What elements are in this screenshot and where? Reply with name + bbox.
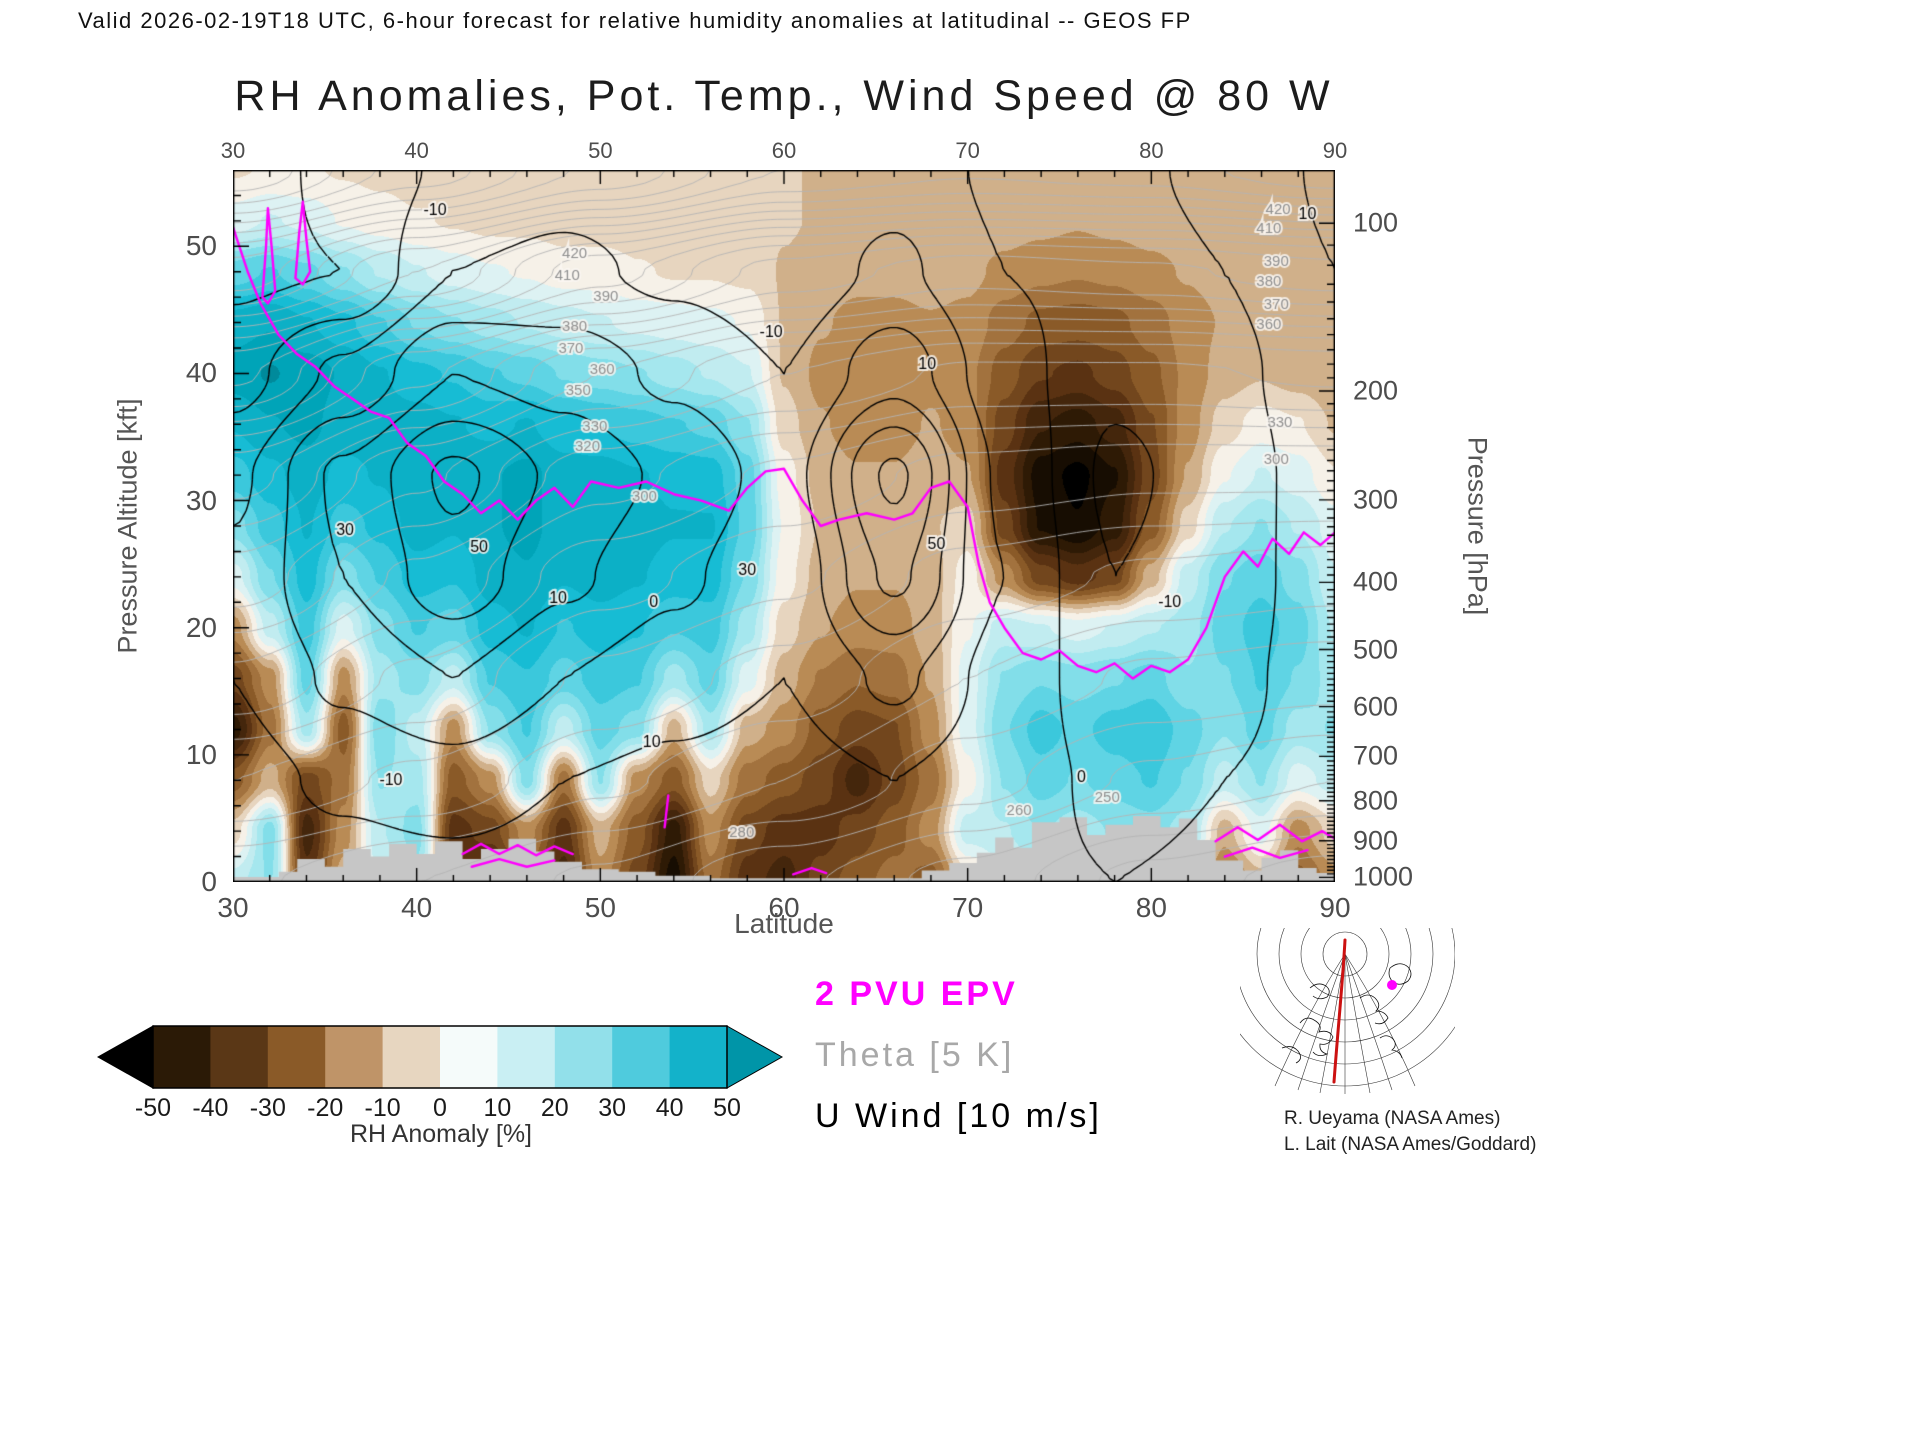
colorbar-frame — [152, 1025, 728, 1089]
top-axis-tick-label: 30 — [220, 138, 246, 163]
x-axis-tick-label: 60 — [768, 892, 800, 923]
line-legend: 2 PVU EPV Theta [5 K] U Wind [10 m/s] — [815, 975, 1102, 1158]
credit-line-2: L. Lait (NASA Ames/Goddard) — [1284, 1134, 1537, 1155]
colorbar-segment — [669, 1026, 728, 1088]
cross-section-plot-canvas — [233, 170, 1335, 882]
y-left-tick-label: 20 — [185, 611, 217, 643]
y-right-tick-label: 700 — [1353, 740, 1399, 771]
colorbar-tick-label: -50 — [134, 1094, 172, 1122]
legend-epv-label: 2 PVU EPV — [815, 975, 1018, 1013]
top-axis-tick-label: 50 — [588, 138, 613, 163]
colorbar-right-arrow — [726, 1025, 784, 1089]
x-axis-tick-label: 80 — [1135, 892, 1167, 923]
y-left-tick-label: 50 — [185, 230, 217, 262]
colorbar-segment — [210, 1026, 269, 1088]
colorbar-segment — [153, 1026, 211, 1088]
y-right-tick-label: 600 — [1353, 691, 1399, 722]
y-right-tick-label: 800 — [1353, 785, 1399, 816]
y-axis-left-title: Pressure Altitude [kft] — [112, 398, 143, 654]
y-right-tick-label: 400 — [1353, 566, 1399, 597]
legend-theta-label: Theta [5 K] — [815, 1036, 1015, 1074]
y-right-tick-label: 500 — [1353, 634, 1399, 665]
x-axis-tick-label: 70 — [952, 892, 984, 923]
inset-graticule — [1240, 928, 1455, 1094]
slice-location-line — [1332, 938, 1347, 1084]
valid-time-header: Valid 2026-02-19T18 UTC, 6-hour forecast… — [78, 8, 1192, 33]
top-axis-tick-label: 40 — [404, 138, 429, 163]
colorbar-segment — [612, 1026, 671, 1088]
colorbar-segment — [325, 1026, 384, 1088]
colorbar-segment — [382, 1026, 441, 1088]
credit-line-1: R. Ueyama (NASA Ames) — [1284, 1108, 1501, 1129]
inset-coastlines — [1281, 963, 1412, 1064]
colorbar-tick-label: -20 — [307, 1094, 344, 1122]
top-axis-tick-label: 80 — [1139, 138, 1164, 163]
y-axis-right-title: Pressure [hPa] — [1462, 436, 1493, 616]
colorbar-tick-label: 10 — [483, 1094, 512, 1122]
colorbar-tick-label: 0 — [433, 1094, 447, 1122]
y-left-tick-label: 40 — [185, 357, 217, 389]
colorbar-segment — [554, 1026, 613, 1088]
slice-point-marker — [1387, 980, 1397, 990]
y-left-tick-label: 30 — [185, 484, 217, 516]
y-right-tick-label: 100 — [1353, 207, 1399, 238]
colorbar-tick-label: 40 — [655, 1094, 684, 1122]
y-left-tick-label: 10 — [185, 738, 217, 770]
colorbar-title: RH Anomaly [%] — [349, 1120, 533, 1148]
rh-anomaly-colorbar — [96, 1025, 784, 1089]
page-title: RH Anomalies, Pot. Temp., Wind Speed @ 8… — [234, 72, 1334, 120]
colorbar-segment — [440, 1026, 498, 1088]
top-axis-tick-label: 90 — [1322, 138, 1348, 163]
x-axis-tick-label: 40 — [401, 892, 433, 923]
colorbar-tick-label: -40 — [192, 1094, 229, 1122]
x-axis-tick-label: 90 — [1319, 892, 1351, 923]
colorbar-tick-label: 20 — [540, 1094, 569, 1122]
x-axis-title: Latitude — [734, 908, 834, 939]
colorbar-tick-label: 30 — [598, 1094, 627, 1122]
y-right-tick-label: 900 — [1353, 825, 1399, 856]
colorbar-segment — [267, 1026, 326, 1088]
y-right-tick-label: 1000 — [1353, 861, 1414, 892]
y-right-tick-label: 300 — [1353, 484, 1399, 515]
top-axis-tick-label: 60 — [771, 138, 797, 163]
legend-uwind-label: U Wind [10 m/s] — [815, 1097, 1102, 1135]
inset-map — [1240, 928, 1455, 1094]
x-axis-tick-label: 50 — [584, 892, 616, 923]
x-axis-tick-label: 30 — [217, 892, 249, 923]
y-left-tick-label: 0 — [201, 866, 217, 897]
y-right-tick-label: 200 — [1353, 375, 1399, 406]
colorbar-tick-label: -10 — [364, 1094, 401, 1122]
colorbar-tick-label: -30 — [249, 1094, 286, 1122]
credits: R. Ueyama (NASA Ames) L. Lait (NASA Ames… — [1284, 1106, 1536, 1158]
colorbar-segment — [497, 1026, 556, 1088]
colorbar-tick-label: 50 — [713, 1094, 741, 1122]
colorbar-left-arrow — [96, 1025, 154, 1089]
top-axis-tick-label: 70 — [955, 138, 980, 163]
